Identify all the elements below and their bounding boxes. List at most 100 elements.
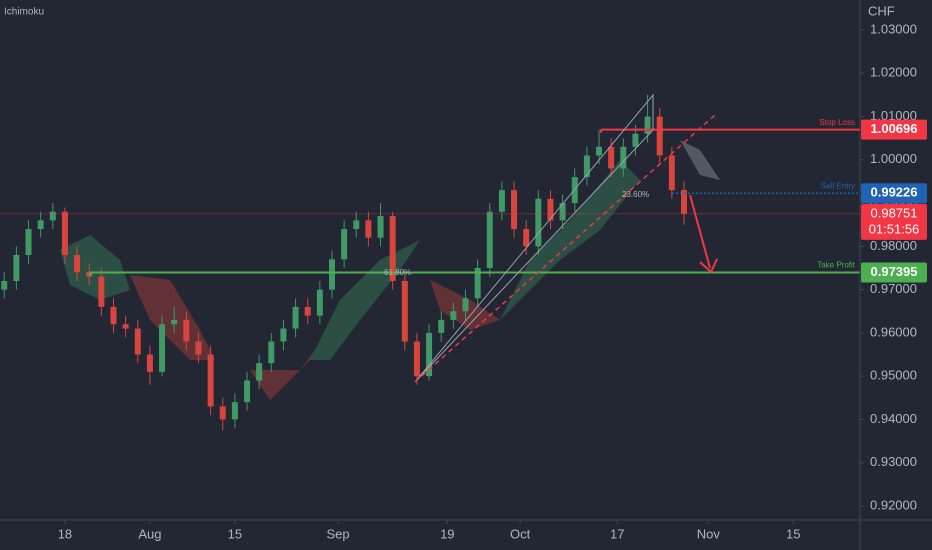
level-tag	[861, 262, 927, 283]
x-tick-label: Nov	[697, 526, 721, 541]
indicator-label: Ichimoku	[4, 7, 44, 18]
level-tag	[861, 119, 927, 140]
candle-body	[389, 216, 396, 281]
candle-body	[171, 319, 178, 325]
y-tick-label: 1.01000	[870, 108, 917, 123]
cloud-flat	[680, 140, 720, 180]
cloud-down	[130, 275, 215, 360]
candle-body	[426, 332, 433, 377]
candle-body	[462, 298, 469, 312]
y-tick-label: 1.02000	[870, 65, 917, 80]
candle-body	[244, 380, 251, 403]
cloud-down	[250, 330, 330, 400]
candle-body	[61, 211, 68, 256]
candle-body	[353, 220, 360, 230]
x-tick-label: Sep	[326, 526, 349, 541]
candle-body	[608, 146, 615, 169]
candle-body	[413, 341, 420, 377]
candle-body	[341, 229, 348, 260]
x-tick-label: 17	[610, 526, 624, 541]
cloud-up	[500, 160, 640, 320]
level-name: Take Profit	[817, 261, 856, 270]
candle-body	[474, 267, 481, 299]
candle-body	[632, 133, 639, 147]
candle-body	[195, 341, 202, 355]
candle-body	[450, 311, 457, 320]
candle-body	[1, 280, 8, 290]
candle-body	[620, 146, 627, 169]
x-tick-label: 15	[228, 526, 242, 541]
candle-body	[219, 406, 226, 420]
x-tick-label: Aug	[138, 526, 161, 541]
candle-body	[438, 319, 445, 333]
y-tick-label: 0.94000	[870, 411, 917, 426]
current-price-value: 0.98751	[871, 205, 918, 220]
x-tick-label: Oct	[510, 526, 531, 541]
candle-body	[37, 220, 44, 230]
candle-body	[668, 155, 675, 191]
candle-body	[256, 363, 263, 381]
candle-body	[74, 255, 81, 273]
x-tick-label: 18	[58, 526, 72, 541]
y-tick-label: 0.95000	[870, 368, 917, 383]
candle-body	[304, 306, 311, 316]
arrow-shaft	[689, 194, 711, 269]
candle-body	[268, 341, 275, 364]
candle-body	[680, 190, 687, 214]
candle-body	[365, 220, 372, 238]
candle-body	[98, 276, 105, 307]
candle-body	[231, 402, 238, 420]
trend-line	[414, 114, 716, 383]
candle-body	[292, 306, 299, 329]
candle-body	[656, 116, 663, 156]
candle-body	[559, 203, 566, 221]
candle-body	[13, 255, 20, 281]
candle-body	[644, 116, 651, 134]
candle-body	[583, 155, 590, 178]
candle-body	[328, 259, 335, 290]
level-value: 1.00696	[871, 121, 918, 136]
candle-body	[25, 229, 32, 256]
candle-body	[134, 328, 141, 355]
arrow-head	[699, 258, 718, 274]
candle-body	[183, 319, 190, 342]
candle-body	[498, 190, 505, 212]
x-tick-label: 19	[440, 526, 454, 541]
fib-triangle	[414, 93, 654, 383]
level-name: Stop Loss	[819, 118, 855, 127]
level-name: Sell Entry	[821, 181, 855, 190]
level-value: 0.99226	[871, 185, 918, 200]
fib-label: 61.80%	[384, 268, 411, 277]
y-tick-label: 0.93000	[870, 454, 917, 469]
y-tick-label: 0.96000	[870, 324, 917, 339]
current-price-tag	[861, 203, 927, 240]
candle-body	[49, 211, 56, 221]
level-tag	[861, 183, 927, 204]
currency-label: CHF	[868, 3, 895, 18]
candle-body	[280, 328, 287, 342]
candle-body	[122, 324, 129, 329]
countdown: 01:51:56	[869, 221, 920, 236]
y-tick-label: 1.00000	[870, 151, 917, 166]
candle-body	[486, 211, 493, 268]
candle-body	[110, 306, 117, 325]
candle-body	[207, 354, 214, 407]
candle-body	[596, 146, 603, 156]
candle-body	[401, 280, 408, 342]
y-tick-label: 0.97000	[870, 281, 917, 296]
candle-body	[511, 190, 518, 230]
candle-body	[523, 229, 530, 247]
candle-body	[159, 324, 166, 372]
candle-body	[146, 354, 153, 372]
candle-body	[316, 289, 323, 316]
level-value: 0.97395	[871, 264, 918, 279]
candle-body	[377, 216, 384, 238]
candle-body	[547, 198, 554, 221]
y-tick-label: 0.92000	[870, 497, 917, 512]
fib-label: 23.60%	[622, 190, 649, 199]
x-tick-label: 15	[786, 526, 800, 541]
y-tick-label: 1.03000	[870, 21, 917, 36]
candle-body	[535, 198, 542, 247]
